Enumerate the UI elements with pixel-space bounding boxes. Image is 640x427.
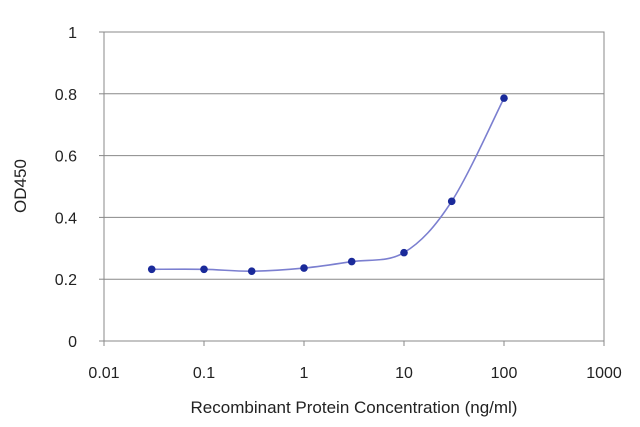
gridlines [104, 93, 604, 280]
data-point [147, 265, 156, 274]
y-tick-label: 0.4 [55, 210, 77, 227]
data-point [247, 267, 256, 275]
y-tick-label: 1 [68, 25, 77, 42]
y-tick-label: 0.2 [55, 272, 77, 289]
x-tick-label: 0.1 [193, 365, 215, 382]
data-series [147, 94, 508, 275]
data-point [300, 264, 308, 272]
x-tick-label: 0.01 [88, 365, 119, 382]
x-tick-label: 1 [300, 365, 309, 382]
data-point [347, 257, 356, 266]
x-tick-label: 10 [395, 365, 413, 382]
data-point [200, 265, 208, 274]
x-axis: 0.01 0.1 1 10 100 1000 [88, 341, 622, 382]
y-axis-title: OD450 [11, 159, 30, 213]
data-point [500, 94, 508, 102]
data-point [400, 248, 408, 257]
plot-area [103, 31, 605, 342]
y-tick-label: 0 [68, 334, 77, 351]
data-point [447, 197, 456, 206]
x-tick-label: 1000 [586, 365, 622, 382]
y-tick-label: 0.8 [55, 87, 77, 104]
y-axis: 0 0.2 0.4 0.6 0.8 1 [55, 25, 104, 351]
x-tick-label: 100 [491, 365, 518, 382]
y-tick-label: 0.6 [55, 149, 77, 166]
x-axis-title: Recombinant Protein Concentration (ng/ml… [191, 398, 518, 417]
